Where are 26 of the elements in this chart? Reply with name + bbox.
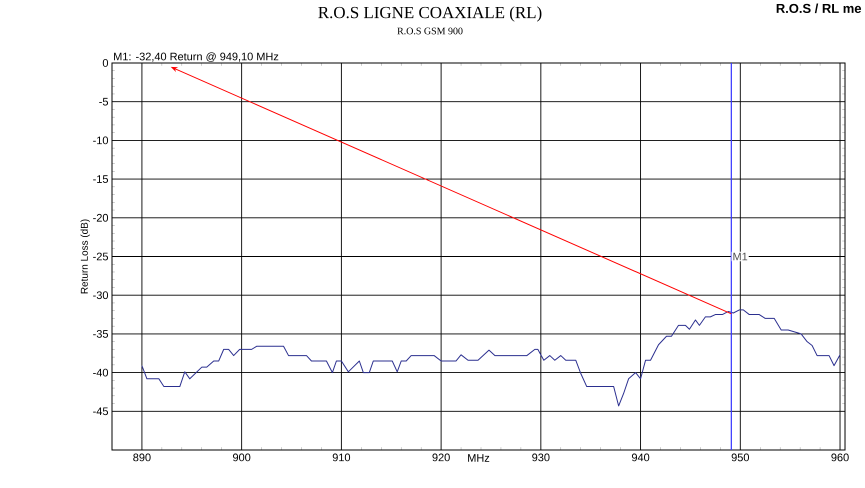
y-tick-label: -35	[93, 330, 108, 338]
x-tick-label: 940	[632, 454, 650, 462]
annotation: M1: -32,40 Return @ 949,10 MHz	[114, 52, 278, 62]
y-tick-label: -20	[93, 214, 108, 222]
chart-title: R.O.S LIGNE COAXIALE (RL)	[318, 6, 542, 22]
line-series	[141, 309, 841, 406]
y-tick-label: -40	[93, 368, 108, 376]
x-tick-label: 960	[831, 454, 849, 462]
y-tick-label: -10	[93, 136, 108, 144]
y-tick-label: -45	[93, 407, 108, 416]
y-tick-label: 0	[102, 59, 108, 67]
x-tick-label: 910	[332, 454, 350, 462]
x-tick-label: 930	[532, 454, 550, 462]
y-tick-label: -25	[93, 252, 108, 260]
text: R.O.S / RL me	[776, 4, 862, 14]
x-tick-label: 890	[133, 454, 151, 462]
chart-subtitle: R.O.S GSM 900	[397, 28, 463, 34]
x-tick-label: 920	[432, 454, 450, 462]
y-axis-title: Return Loss (dB)	[80, 219, 90, 294]
y-tick-label: -5	[99, 98, 108, 106]
y-tick-label: -30	[93, 291, 108, 300]
x-tick-label: 900	[233, 454, 250, 462]
y-tick-label: -15	[93, 175, 108, 183]
ref-line-label: M1	[733, 252, 748, 260]
x-axis-title: MHz	[468, 454, 490, 462]
x-tick-label: 950	[732, 454, 749, 462]
